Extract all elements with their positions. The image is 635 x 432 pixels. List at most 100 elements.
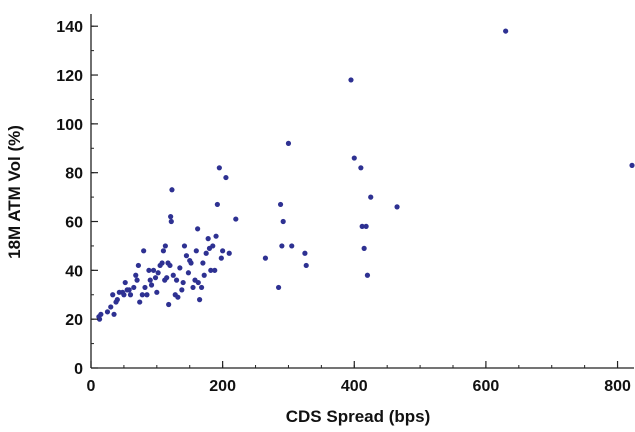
data-point — [154, 289, 160, 295]
data-point — [180, 279, 186, 286]
data-point — [364, 272, 371, 278]
data-point — [197, 297, 203, 303]
data-point — [185, 270, 192, 276]
y-axis-title: 18M ATM Vol (%) — [5, 125, 24, 259]
data-point — [201, 272, 207, 278]
data-point — [141, 248, 147, 254]
data-point — [137, 299, 143, 305]
data-point — [226, 250, 232, 256]
x-axis-title: CDS Spread (bps) — [286, 407, 431, 426]
y-tick-label: 20 — [65, 312, 83, 329]
data-point — [200, 260, 206, 266]
data-point — [262, 255, 269, 261]
data-point — [170, 272, 176, 278]
data-point — [188, 260, 194, 266]
x-axis: 0 200 400 600 800 — [87, 361, 634, 395]
data-point — [127, 292, 134, 298]
data-point — [144, 292, 150, 298]
x-tick-label: 0 — [87, 378, 96, 395]
data-point — [233, 216, 239, 222]
data-point — [218, 255, 224, 261]
data-point — [205, 236, 211, 242]
data-point — [160, 248, 166, 254]
data-point — [168, 218, 174, 225]
data-point — [303, 262, 309, 269]
data-point — [164, 275, 170, 281]
data-point — [210, 243, 216, 249]
x-tick-label: 600 — [473, 378, 500, 395]
data-point — [212, 267, 218, 273]
data-point — [167, 262, 173, 269]
data-point — [131, 284, 137, 291]
data-point — [122, 279, 128, 286]
data-point — [179, 287, 185, 293]
data-point — [394, 204, 400, 210]
data-point — [220, 248, 226, 254]
data-point — [223, 174, 229, 181]
data-point — [173, 277, 180, 283]
data-point — [148, 282, 155, 288]
data-point — [168, 214, 174, 220]
data-point — [111, 311, 117, 317]
data-point — [503, 28, 509, 34]
data-point — [98, 311, 104, 317]
data-point — [134, 277, 140, 283]
data-point — [363, 223, 369, 229]
data-point — [175, 294, 181, 300]
data-point — [114, 297, 120, 303]
points-layer — [96, 28, 635, 322]
data-point — [146, 267, 152, 273]
data-point — [181, 243, 188, 249]
data-point — [361, 245, 367, 251]
data-point — [133, 272, 139, 278]
data-point — [275, 284, 282, 291]
x-tick-label: 400 — [341, 378, 368, 395]
data-point — [190, 284, 196, 291]
y-tick-label: 0 — [74, 361, 83, 378]
data-point — [169, 187, 175, 193]
data-point — [104, 309, 111, 315]
data-point — [139, 292, 145, 298]
data-point — [195, 226, 201, 232]
data-point — [279, 243, 285, 249]
data-point — [302, 250, 308, 256]
data-point — [147, 277, 153, 283]
data-point — [159, 260, 165, 266]
data-point — [162, 243, 168, 249]
data-point — [214, 201, 220, 208]
data-point — [358, 165, 364, 171]
data-point — [110, 292, 116, 298]
data-point — [121, 292, 127, 298]
data-point — [193, 248, 199, 254]
y-tick-label: 100 — [56, 117, 83, 134]
data-point — [208, 267, 214, 273]
y-tick-label: 60 — [65, 215, 83, 232]
data-point — [213, 233, 219, 239]
data-point — [142, 284, 148, 291]
data-point — [155, 270, 161, 276]
data-point — [289, 243, 295, 249]
y-axis: 0 20 40 60 80 100 120 140 — [56, 14, 98, 378]
data-point — [285, 140, 292, 146]
data-point — [166, 301, 172, 308]
data-point — [195, 279, 201, 286]
data-point — [368, 194, 374, 200]
data-point — [359, 223, 365, 229]
data-point — [183, 253, 190, 259]
y-tick-label: 80 — [65, 166, 83, 183]
data-point — [280, 218, 286, 225]
y-tick-label: 40 — [65, 263, 83, 280]
x-tick-label: 800 — [604, 378, 631, 395]
data-point — [351, 155, 357, 161]
y-tick-label: 140 — [56, 19, 83, 36]
data-point — [135, 262, 141, 269]
data-point — [108, 304, 114, 310]
y-tick-label: 120 — [56, 68, 83, 85]
data-point — [177, 265, 183, 271]
data-point — [348, 77, 354, 83]
data-point — [126, 287, 132, 293]
data-point — [203, 250, 209, 256]
x-tick-label: 200 — [209, 378, 236, 395]
data-point — [629, 162, 635, 168]
